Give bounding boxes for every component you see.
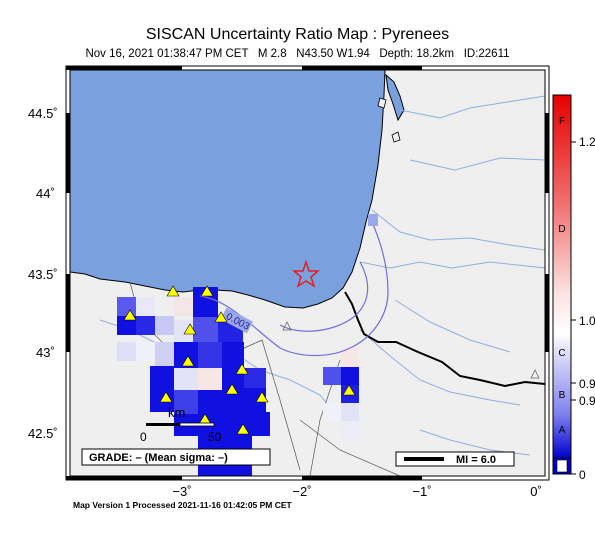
station-marker [342, 384, 356, 396]
y-axis-labels: 44.5˚ 44˚ 43.5˚ 43˚ 42.5˚ [28, 106, 58, 441]
grade-letter: D [558, 224, 565, 235]
colorbar-letters: F D C B A [558, 116, 565, 436]
x-tick-label: −1˚ [412, 484, 431, 499]
scale-unit-label: km [168, 405, 185, 420]
uncertainty-cells [117, 287, 359, 476]
scale-zero-label: 0 [140, 430, 147, 444]
station-marker [225, 383, 239, 395]
map-frame [65, 65, 550, 481]
colorbar-value: 1.2 [579, 135, 595, 149]
map-title: SISCAN Uncertainty Ratio Map : Pyrenees [145, 26, 450, 43]
mi-box [395, 451, 515, 467]
estuary [385, 73, 405, 122]
y-tick-label: 44˚ [36, 186, 55, 201]
colorbar-value: 0.9 [579, 377, 595, 391]
station-marker [236, 423, 250, 435]
grade-box [81, 448, 271, 466]
colorbar-values: 1.2 1.0 0.9 0.9 0 [579, 135, 595, 482]
x-axis-labels: −3˚ −2˚ −1˚ 0˚ [172, 484, 541, 499]
colorbar-value: 0.9 [579, 394, 595, 408]
sea [70, 70, 386, 309]
map-area: 0.003 [70, 70, 545, 476]
grade-letter: C [558, 348, 565, 359]
scale-bar: km 0 50 [140, 405, 222, 444]
colorbar: F D C B A 1.2 1.0 0.9 0.9 0 [552, 94, 595, 482]
colorbar-value: 0 [579, 468, 586, 482]
y-tick-label: 43˚ [36, 345, 55, 360]
x-tick-label: −2˚ [292, 484, 311, 499]
epicenter-star [291, 259, 321, 288]
y-tick-label: 42.5˚ [28, 426, 58, 441]
x-tick-label: 0˚ [530, 484, 542, 499]
x-tick-label: −3˚ [172, 484, 191, 499]
y-tick-label: 44.5˚ [28, 106, 58, 121]
station-marker [183, 323, 197, 335]
station-marker [214, 311, 228, 323]
station-marker [200, 285, 214, 297]
mi-bar [404, 457, 444, 461]
station-marker [123, 309, 137, 321]
colorbar-value: 1.0 [579, 314, 595, 328]
station-marker [181, 355, 195, 367]
rivers [99, 95, 545, 456]
processing-footer: Map Version 1 Processed 2021-11-16 01:42… [73, 500, 292, 510]
station-marker [159, 391, 173, 403]
scale-fifty-label: 50 [208, 430, 222, 444]
station-marker [235, 363, 249, 375]
grade-letter: A [559, 425, 566, 436]
grade-letter: B [559, 390, 566, 401]
stations [123, 285, 356, 435]
grade-text: GRADE: – (Mean sigma: –) [89, 452, 228, 464]
mi-text: MI = 6.0 [456, 454, 496, 466]
y-tick-label: 43.5˚ [28, 267, 58, 282]
station-marker [255, 391, 269, 403]
national-border [344, 291, 545, 388]
inactive-stations [282, 321, 540, 379]
grade-letter: F [559, 116, 565, 127]
event-subtitle: Nov 16, 2021 01:38:47 PM CET M 2.8 N43.5… [85, 48, 510, 60]
station-marker [166, 285, 180, 297]
